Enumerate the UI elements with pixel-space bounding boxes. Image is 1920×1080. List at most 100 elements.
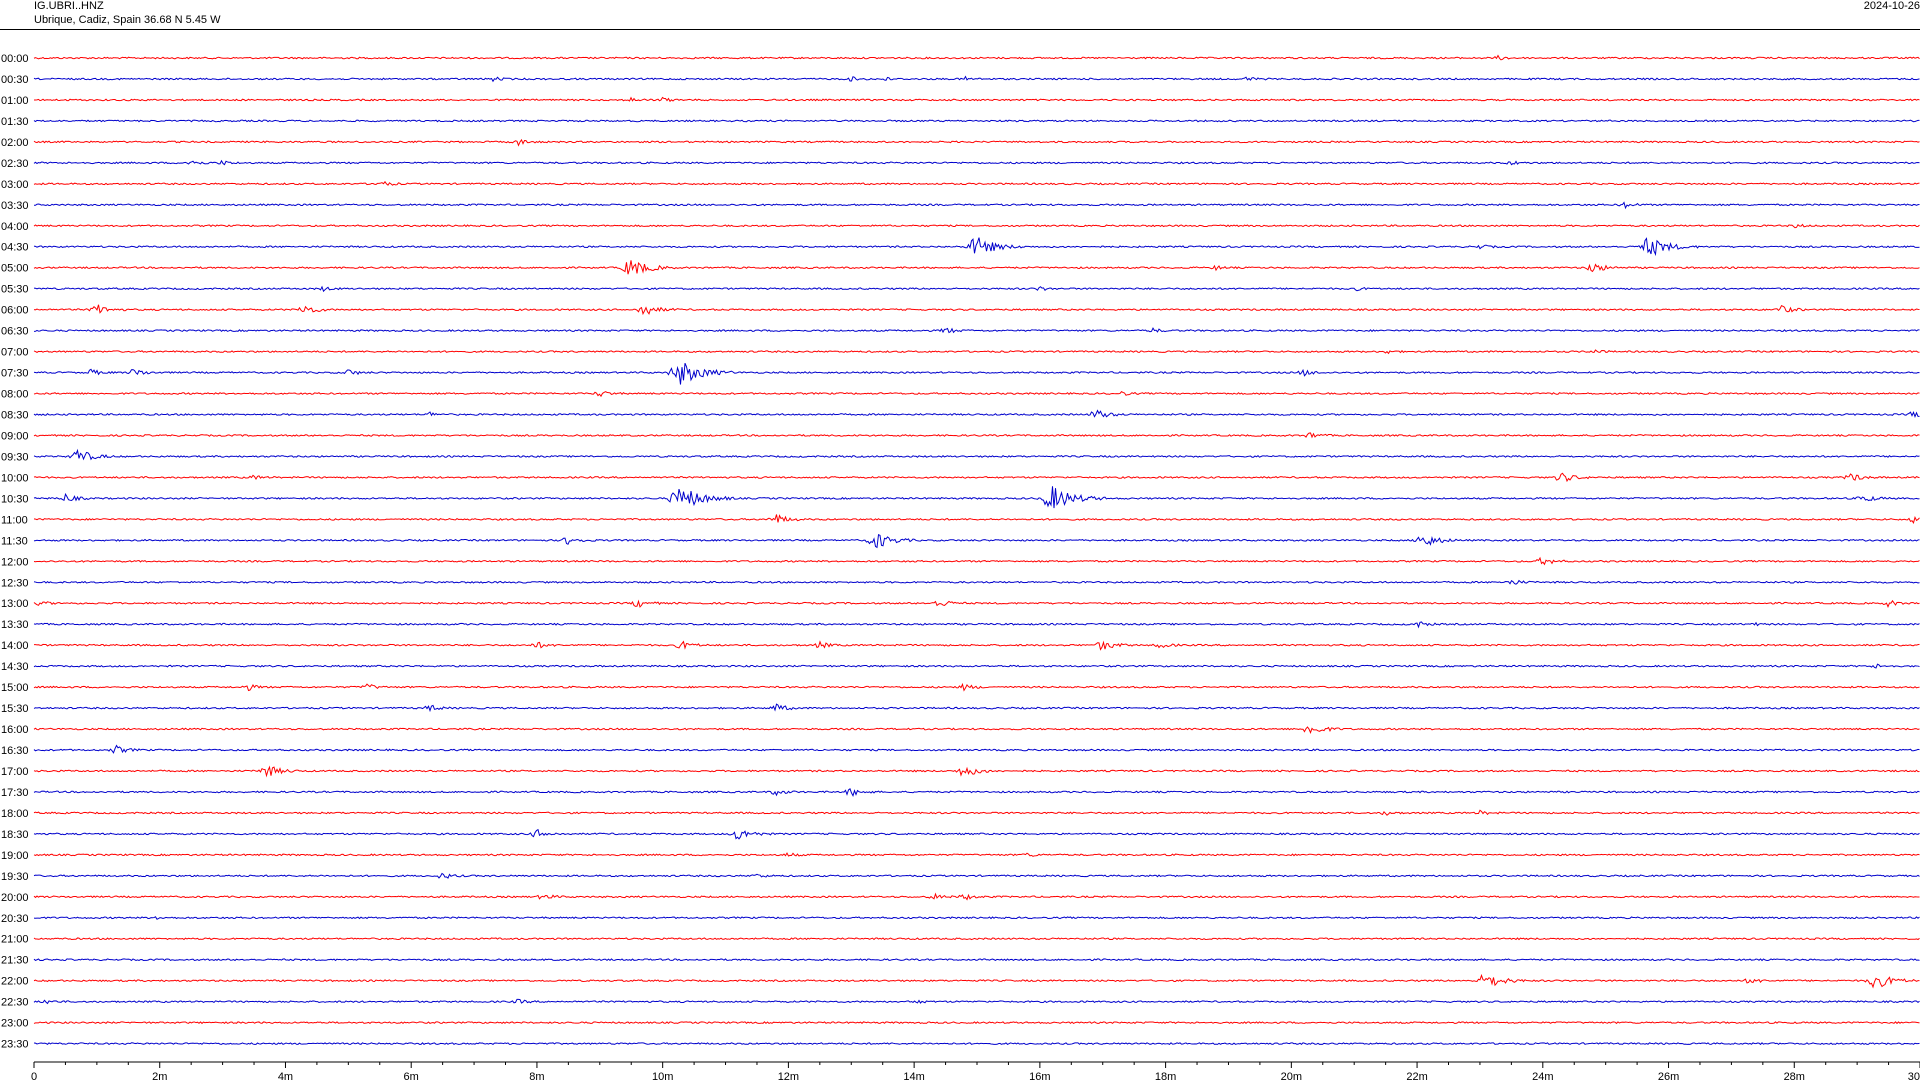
trace-0430: [33, 237, 1920, 257]
row-label: 12:30: [1, 577, 29, 589]
x-tick-label: 8m: [529, 1071, 544, 1080]
station-location: Ubrique, Cadiz, Spain 36.68 N 5.45 W: [34, 14, 221, 26]
row-label: 23:00: [1, 1018, 29, 1030]
row-label: 12:00: [1, 556, 29, 568]
row-label: 11:30: [1, 535, 28, 547]
x-tick-label: 24m: [1532, 1071, 1553, 1080]
trace-2300: [33, 1021, 1920, 1025]
row-label: 22:30: [1, 997, 29, 1009]
row-label: 05:30: [1, 284, 29, 296]
trace-1700: [33, 765, 1920, 778]
row-label: 14:00: [1, 640, 29, 652]
row-label: 16:30: [1, 745, 29, 757]
header-divider: [0, 29, 1920, 30]
row-label: 20:30: [1, 913, 29, 925]
trace-1030: [33, 486, 1920, 509]
trace-1600: [33, 726, 1920, 734]
row-label: 08:00: [1, 389, 29, 401]
row-label: 04:30: [1, 242, 29, 254]
row-label: 03:30: [1, 200, 29, 212]
row-label: 06:00: [1, 305, 29, 317]
trace-0600: [33, 304, 1920, 316]
trace-2030: [33, 916, 1920, 920]
row-label: 09:30: [1, 451, 29, 463]
trace-0730: [33, 362, 1920, 385]
row-label: 01:30: [1, 116, 29, 128]
x-tick-label: 26m: [1658, 1071, 1679, 1080]
x-tick-label: 10m: [652, 1071, 673, 1080]
trace-0830: [33, 409, 1920, 418]
row-label: 22:00: [1, 976, 29, 988]
row-label: 10:00: [1, 472, 29, 484]
trace-0000: [33, 54, 1920, 61]
station-code: IG.UBRI..HNZ: [34, 0, 104, 12]
trace-0330: [33, 201, 1920, 210]
trace-2200: [33, 973, 1920, 989]
trace-0500: [33, 260, 1920, 275]
x-tick-label: 6m: [404, 1071, 419, 1080]
trace-1930: [33, 872, 1920, 879]
row-label: 18:30: [1, 829, 29, 841]
row-label: 23:30: [1, 1039, 29, 1051]
x-tick-label: 14m: [903, 1071, 924, 1080]
row-label: 11:00: [1, 514, 28, 526]
row-label: 21:00: [1, 934, 29, 946]
row-label: 06:30: [1, 326, 29, 338]
row-label: 13:30: [1, 619, 29, 631]
row-label: 07:00: [1, 347, 29, 359]
row-label: 01:00: [1, 95, 29, 107]
trace-0630: [33, 327, 1920, 334]
trace-1730: [33, 788, 1920, 798]
trace-1200: [33, 556, 1920, 566]
row-label: 15:30: [1, 703, 29, 715]
x-tick-label: 12m: [778, 1071, 799, 1080]
row-label: 02:30: [1, 158, 29, 170]
row-label: 07:30: [1, 368, 29, 380]
trace-1230: [33, 579, 1920, 585]
row-label: 04:00: [1, 221, 29, 233]
trace-2330: [33, 1042, 1920, 1046]
trace-0800: [33, 390, 1920, 398]
row-label: 16:00: [1, 724, 29, 736]
trace-1330: [33, 621, 1920, 629]
x-tick-label: 16m: [1029, 1071, 1050, 1080]
row-label: 00:30: [1, 74, 29, 86]
trace-1000: [33, 472, 1920, 483]
row-label: 17:00: [1, 766, 29, 778]
trace-0400: [33, 223, 1920, 229]
row-label-group: 00:00 00:30 01:00 01:30 02:00 02:30 03:00 03:30…: [1, 53, 29, 1051]
trace-1630: [33, 744, 1920, 754]
trace-1900: [33, 852, 1920, 857]
x-tick-label: 28m: [1784, 1071, 1805, 1080]
trace-1500: [33, 682, 1920, 692]
trace-0300: [33, 180, 1920, 186]
x-tick-label: 2m: [152, 1071, 167, 1080]
row-label: 18:00: [1, 808, 29, 820]
row-label: 19:30: [1, 871, 29, 883]
x-tick-label: 4m: [278, 1071, 293, 1080]
trace-1400: [33, 640, 1920, 651]
row-label: 14:30: [1, 661, 29, 673]
x-tick-label: 18m: [1155, 1071, 1176, 1080]
x-tick-label: 0: [31, 1071, 37, 1080]
trace-0900: [33, 432, 1920, 439]
row-label: 00:00: [1, 53, 29, 65]
trace-2130: [33, 958, 1920, 962]
trace-0230: [33, 159, 1920, 166]
trace-2000: [33, 892, 1920, 901]
trace-0530: [33, 285, 1920, 293]
x-tick-label: 22m: [1406, 1071, 1427, 1080]
trace-1530: [33, 703, 1920, 713]
trace-0200: [33, 138, 1920, 147]
trace-0100: [33, 96, 1920, 103]
row-label: 03:00: [1, 179, 29, 191]
row-label: 09:00: [1, 430, 29, 442]
row-label: 10:30: [1, 493, 29, 505]
trace-1430: [33, 663, 1920, 669]
trace-0130: [33, 119, 1920, 123]
trace-2230: [33, 998, 1920, 1005]
row-label: 13:00: [1, 598, 29, 610]
trace-0700: [33, 349, 1920, 355]
row-label: 15:00: [1, 682, 29, 694]
